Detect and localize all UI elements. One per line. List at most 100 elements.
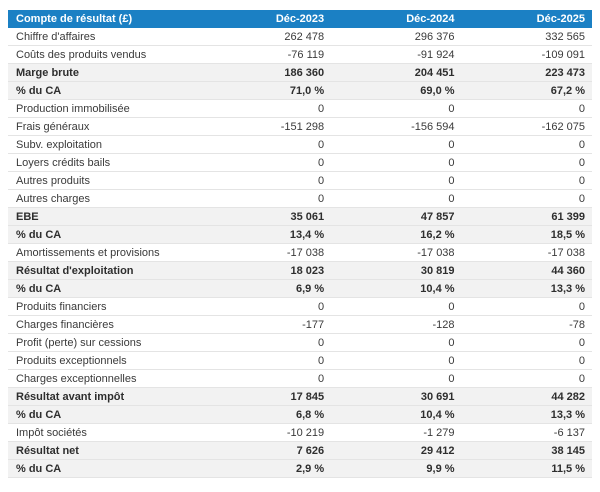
row-label: % du CA xyxy=(8,81,201,100)
row-value: -151 298 xyxy=(200,117,332,136)
table-row: % du CA 71,0 % 69,0 % 67,2 % xyxy=(8,81,592,100)
row-label: % du CA xyxy=(8,279,201,298)
row-label: Autres produits xyxy=(8,171,201,190)
row-label: Frais généraux xyxy=(8,117,201,136)
row-value: -10 219 xyxy=(200,423,332,442)
row-value: 0 xyxy=(461,333,592,352)
header-row: Compte de résultat (£) Déc-2023 Déc-2024… xyxy=(8,10,592,28)
row-value: 0 xyxy=(200,135,332,154)
row-label: Produits financiers xyxy=(8,297,201,316)
row-value: 0 xyxy=(331,351,462,370)
row-value: -1 279 xyxy=(331,423,462,442)
row-value: -128 xyxy=(331,315,462,334)
row-value: -17 038 xyxy=(200,243,332,262)
row-label: EBE xyxy=(8,207,201,226)
row-value: 29 412 xyxy=(331,441,462,460)
row-label: % du CA xyxy=(8,459,201,478)
row-label: Loyers crédits bails xyxy=(8,153,201,172)
row-label: Autres charges xyxy=(8,189,201,208)
row-value: 6,8 % xyxy=(200,405,332,424)
row-value: 67,2 % xyxy=(461,81,592,100)
row-value: 6,9 % xyxy=(200,279,332,298)
table-row: Subv. exploitation 0 0 0 xyxy=(8,135,592,154)
table-row: Coûts des produits vendus -76 119 -91 92… xyxy=(8,45,592,64)
row-value: 35 061 xyxy=(200,207,332,226)
row-value: 0 xyxy=(331,333,462,352)
table-row: % du CA 6,8 % 10,4 % 13,3 % xyxy=(8,405,592,424)
row-value: -17 038 xyxy=(331,243,462,262)
table-row: Autres charges 0 0 0 xyxy=(8,189,592,208)
row-value: 0 xyxy=(461,99,592,118)
row-label: Chiffre d'affaires xyxy=(8,28,201,46)
header-col-dec-2025: Déc-2025 xyxy=(461,10,592,28)
row-value: 71,0 % xyxy=(200,81,332,100)
table-row: Charges exceptionnelles 0 0 0 xyxy=(8,369,592,388)
row-value: 0 xyxy=(200,297,332,316)
row-label: Production immobilisée xyxy=(8,99,201,118)
row-value: 0 xyxy=(461,189,592,208)
row-value: 13,4 % xyxy=(200,225,332,244)
row-value: 332 565 xyxy=(461,28,592,46)
table-row: Loyers crédits bails 0 0 0 xyxy=(8,153,592,172)
row-label: Impôt sociétés xyxy=(8,423,201,442)
row-value: 16,2 % xyxy=(331,225,462,244)
table-row: Résultat avant impôt 17 845 30 691 44 28… xyxy=(8,387,592,406)
row-value: -78 xyxy=(461,315,592,334)
table-row: Produits financiers 0 0 0 xyxy=(8,297,592,316)
table-row: EBE 35 061 47 857 61 399 xyxy=(8,207,592,226)
row-value: 47 857 xyxy=(331,207,462,226)
row-value: 262 478 xyxy=(200,28,332,46)
row-label: % du CA xyxy=(8,225,201,244)
row-label: Subv. exploitation xyxy=(8,135,201,154)
row-value: 18,5 % xyxy=(461,225,592,244)
row-label: Résultat avant impôt xyxy=(8,387,201,406)
row-value: 38 145 xyxy=(461,441,592,460)
row-value: 17 845 xyxy=(200,387,332,406)
row-label: Profit (perte) sur cessions xyxy=(8,333,201,352)
row-value: 0 xyxy=(200,99,332,118)
row-value: 0 xyxy=(200,153,332,172)
row-value: 2,9 % xyxy=(200,459,332,478)
row-value: 11,5 % xyxy=(461,459,592,478)
table-body: Chiffre d'affaires 262 478 296 376 332 5… xyxy=(8,28,592,478)
row-value: -156 594 xyxy=(331,117,462,136)
table-row: Production immobilisée 0 0 0 xyxy=(8,99,592,118)
table-row: Profit (perte) sur cessions 0 0 0 xyxy=(8,333,592,352)
row-label: Charges exceptionnelles xyxy=(8,369,201,388)
row-value: 204 451 xyxy=(331,63,462,82)
table-row: Chiffre d'affaires 262 478 296 376 332 5… xyxy=(8,28,592,46)
header-title: Compte de résultat (£) xyxy=(8,10,201,28)
row-label: % du CA xyxy=(8,405,201,424)
table-header: Compte de résultat (£) Déc-2023 Déc-2024… xyxy=(8,10,592,28)
row-label: Amortissements et provisions xyxy=(8,243,201,262)
row-value: -76 119 xyxy=(200,45,332,64)
row-value: 30 819 xyxy=(331,261,462,280)
row-value: 0 xyxy=(200,189,332,208)
row-value: 44 282 xyxy=(461,387,592,406)
row-label: Charges financières xyxy=(8,315,201,334)
row-label: Coûts des produits vendus xyxy=(8,45,201,64)
row-label: Résultat net xyxy=(8,441,201,460)
row-value: 10,4 % xyxy=(331,405,462,424)
row-value: 0 xyxy=(461,369,592,388)
row-value: 18 023 xyxy=(200,261,332,280)
row-value: 0 xyxy=(331,171,462,190)
table-row: Charges financières -177 -128 -78 xyxy=(8,315,592,334)
row-value: 186 360 xyxy=(200,63,332,82)
row-value: 0 xyxy=(461,351,592,370)
row-value: 0 xyxy=(461,171,592,190)
row-value: 44 360 xyxy=(461,261,592,280)
row-value: 9,9 % xyxy=(331,459,462,478)
table-row: Produits exceptionnels 0 0 0 xyxy=(8,351,592,370)
row-label: Résultat d'exploitation xyxy=(8,261,201,280)
row-value: 0 xyxy=(331,99,462,118)
table-row: % du CA 6,9 % 10,4 % 13,3 % xyxy=(8,279,592,298)
row-value: 0 xyxy=(461,135,592,154)
header-col-dec-2023: Déc-2023 xyxy=(200,10,332,28)
table-row: Amortissements et provisions -17 038 -17… xyxy=(8,243,592,262)
row-value: 0 xyxy=(331,189,462,208)
row-value: 0 xyxy=(331,369,462,388)
table-row: % du CA 13,4 % 16,2 % 18,5 % xyxy=(8,225,592,244)
row-value: 0 xyxy=(331,297,462,316)
